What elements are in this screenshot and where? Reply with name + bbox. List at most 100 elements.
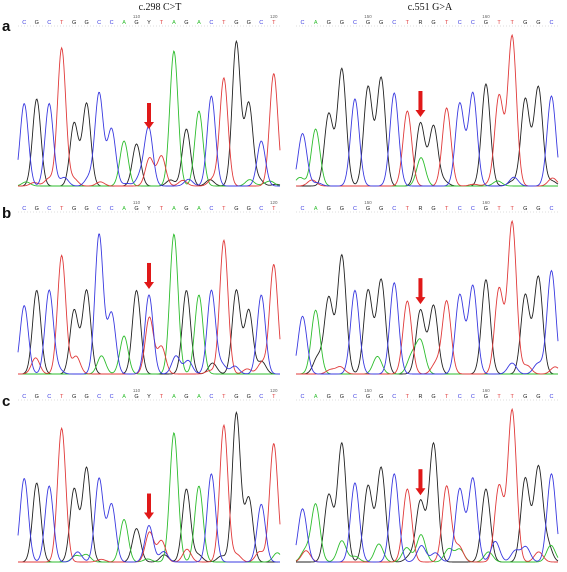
base-call: A — [172, 394, 176, 400]
base-call: C — [471, 394, 475, 400]
base-call: C — [353, 394, 357, 400]
chromatogram-a-left: C G C T G G C C A G Y T A G A C T G G C T 110 120 — [17, 14, 281, 187]
base-call: G — [523, 394, 527, 400]
base-call: T — [272, 394, 276, 400]
base-call: C — [97, 206, 101, 212]
ruler-label: 110 — [133, 388, 141, 393]
base-call: A — [314, 206, 318, 212]
base-call: G — [184, 394, 188, 400]
base-call: G — [484, 206, 488, 212]
base-call: C — [301, 20, 305, 26]
row-label-a: a — [2, 18, 11, 35]
base-call: G — [431, 394, 435, 400]
ruler-label: 150 — [364, 388, 372, 393]
base-call: C — [549, 394, 553, 400]
ruler-label: 160 — [482, 388, 490, 393]
trace-T — [296, 33, 559, 187]
base-call: G — [366, 20, 370, 26]
base-call: Y — [147, 206, 151, 212]
base-call: T — [510, 394, 514, 400]
base-call: T — [510, 20, 514, 26]
chromatogram-a-right: C A G G C G G C T R G T C C G T T G G C 150 160 — [295, 14, 559, 187]
base-call: T — [160, 206, 164, 212]
trace-T — [18, 46, 281, 187]
mutation-arrow — [144, 493, 154, 520]
base-call: G — [379, 394, 383, 400]
base-call: G — [340, 206, 344, 212]
base-call: G — [247, 20, 251, 26]
base-call: A — [197, 206, 201, 212]
base-call: C — [471, 20, 475, 26]
base-call: C — [392, 206, 396, 212]
base-call: G — [72, 206, 76, 212]
base-call: G — [327, 394, 331, 400]
base-call: T — [406, 394, 410, 400]
base-call: G — [327, 20, 331, 26]
base-call: R — [418, 394, 422, 400]
base-call: Y — [147, 394, 151, 400]
ruler-label: 150 — [364, 14, 372, 19]
mutation-arrow — [415, 469, 426, 496]
base-call: A — [122, 394, 126, 400]
base-call: G — [184, 20, 188, 26]
base-call: G — [134, 206, 138, 212]
trace-C — [17, 473, 280, 563]
base-call: C — [353, 206, 357, 212]
base-call: C — [458, 20, 462, 26]
base-call: C — [47, 394, 51, 400]
trace-G — [296, 67, 559, 187]
mutation-arrow — [415, 278, 426, 305]
chromatogram-b-right: C A G G C G G C T R G T C C G T T G G C 150 160 — [295, 200, 559, 375]
base-call: G — [523, 206, 527, 212]
base-call: T — [497, 206, 501, 212]
base-call: C — [301, 394, 305, 400]
trace-T — [18, 423, 281, 563]
chromatogram-c-left: C G C T G G C C A G Y T A G A C T G G C T 110 120 — [17, 388, 281, 563]
base-call: T — [160, 20, 164, 26]
base-call: C — [22, 206, 26, 212]
column-title-right: c.551 G>A — [407, 2, 453, 13]
ruler-label: 110 — [133, 14, 141, 19]
base-call: G — [379, 20, 383, 26]
trace-C — [17, 233, 281, 375]
trace-G — [17, 288, 280, 375]
base-call: T — [60, 394, 64, 400]
trace-T — [18, 239, 281, 375]
row-label-b: b — [2, 205, 12, 222]
base-call: G — [35, 20, 39, 26]
ruler-label: 120 — [270, 14, 278, 19]
base-call: A — [172, 206, 176, 212]
base-call: G — [84, 20, 88, 26]
base-call: G — [536, 20, 540, 26]
base-call: A — [314, 394, 318, 400]
base-call: T — [60, 20, 64, 26]
base-call: G — [247, 206, 251, 212]
base-call: T — [406, 206, 410, 212]
ruler-label: 120 — [270, 388, 278, 393]
base-call: A — [172, 20, 176, 26]
base-call: T — [445, 394, 449, 400]
base-call: G — [35, 206, 39, 212]
base-call: C — [392, 20, 396, 26]
mutation-arrow — [144, 103, 154, 129]
ruler-label: 160 — [482, 200, 490, 205]
chromatogram-c-right: C A G G C G G C T R G T C C G T T G G C 150 160 — [295, 388, 559, 563]
base-call: R — [418, 20, 422, 26]
trace-C — [295, 91, 559, 187]
ruler-label: 160 — [482, 14, 490, 19]
base-call: A — [122, 206, 126, 212]
base-call: C — [97, 394, 101, 400]
base-call: C — [47, 20, 51, 26]
base-call: T — [497, 394, 501, 400]
base-call: G — [523, 20, 527, 26]
base-call: G — [72, 20, 76, 26]
base-call: C — [549, 206, 553, 212]
base-call: G — [484, 394, 488, 400]
base-call: G — [431, 20, 435, 26]
trace-C — [295, 269, 559, 375]
base-call: T — [272, 206, 276, 212]
trace-A — [295, 503, 559, 563]
ruler-label: 110 — [133, 200, 141, 205]
base-call: C — [22, 20, 26, 26]
base-call: G — [379, 206, 383, 212]
